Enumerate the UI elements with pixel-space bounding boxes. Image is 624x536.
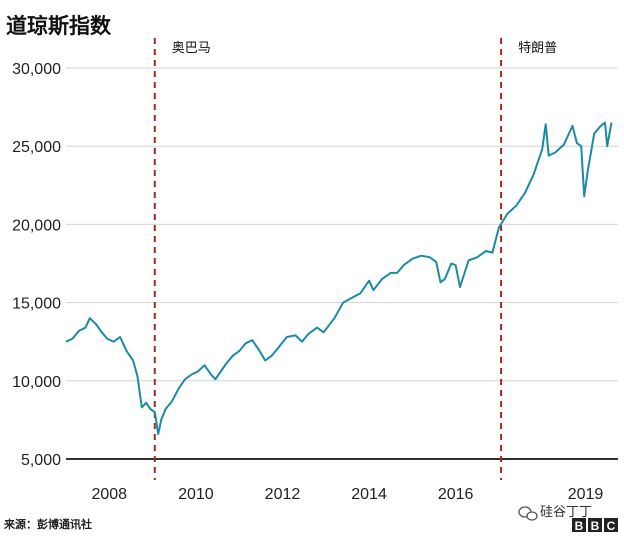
annotation-label: 特朗普 <box>518 41 557 56</box>
bbc-logo: B B C <box>572 518 618 533</box>
chart-title: 道琼斯指数 <box>6 14 112 38</box>
bbc-letter-3: C <box>607 519 616 533</box>
bbc-letter-1: B <box>575 519 584 533</box>
watermark-text: 硅谷丁丁 <box>540 505 592 520</box>
bbc-box-1 <box>572 518 586 532</box>
source-note: 来源：彭博通讯社 <box>3 517 92 531</box>
series-line <box>65 121 613 435</box>
series-layer <box>65 121 613 435</box>
x-tick-label: 2008 <box>91 486 127 503</box>
annotation-label: 奥巴马 <box>172 41 211 56</box>
bbc-box-3 <box>604 518 618 532</box>
y-tick-label: 30,000 <box>12 61 61 78</box>
y-tick-label: 5,000 <box>21 452 61 469</box>
annotation-layer: 奥巴马 特朗普 <box>153 38 557 480</box>
x-axis: 2008 2010 2012 2014 2016 2019 <box>91 486 603 503</box>
bbc-box-2 <box>588 518 602 532</box>
x-tick-label: 2010 <box>178 486 214 503</box>
y-tick-label: 25,000 <box>12 139 61 156</box>
bbc-letter-2: B <box>591 519 600 533</box>
x-tick-label: 2019 <box>568 486 604 503</box>
y-tick-label: 15,000 <box>12 296 61 313</box>
grid-layer <box>66 67 618 460</box>
x-tick-label: 2016 <box>438 486 474 503</box>
y-axis: 5,000 10,000 15,000 20,000 25,000 30,000 <box>12 61 61 469</box>
x-tick-label: 2012 <box>265 486 301 503</box>
x-tick-label: 2014 <box>351 486 387 503</box>
y-tick-label: 20,000 <box>12 217 61 234</box>
wechat-icon <box>518 506 538 521</box>
y-tick-label: 10,000 <box>12 374 61 391</box>
